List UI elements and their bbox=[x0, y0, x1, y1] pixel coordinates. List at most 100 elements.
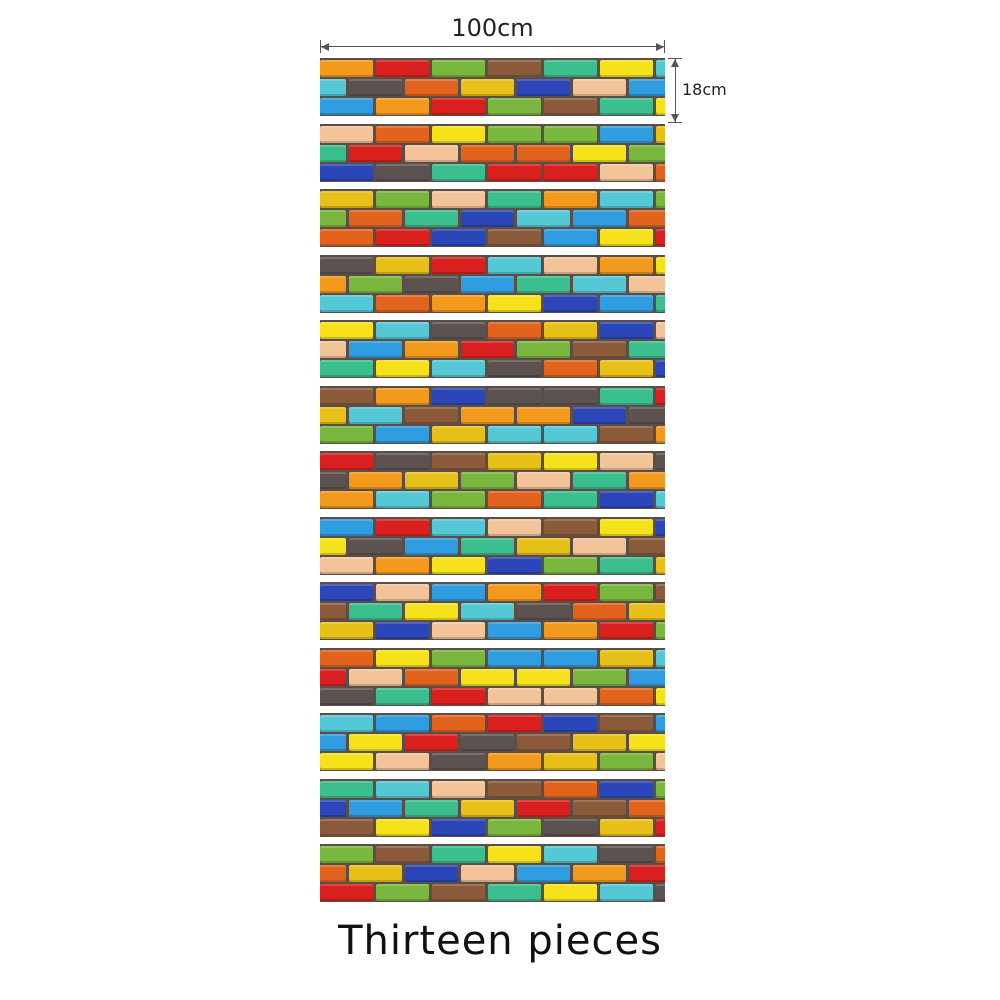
brick bbox=[656, 884, 665, 901]
brick bbox=[432, 753, 485, 770]
brick bbox=[488, 229, 541, 246]
brick bbox=[320, 669, 346, 686]
brick bbox=[544, 650, 597, 667]
height-arrow-up-icon bbox=[671, 59, 679, 67]
brick bbox=[461, 800, 514, 817]
brick bbox=[432, 715, 485, 732]
brick bbox=[432, 884, 485, 901]
brick bbox=[544, 98, 597, 115]
brick bbox=[600, 388, 653, 405]
brick bbox=[376, 322, 429, 339]
brick bbox=[544, 884, 597, 901]
brick bbox=[488, 688, 541, 705]
brick bbox=[405, 538, 458, 555]
brick bbox=[656, 426, 665, 443]
brick bbox=[488, 126, 541, 143]
brick bbox=[656, 60, 665, 77]
brick bbox=[488, 781, 541, 798]
brick bbox=[517, 603, 570, 620]
height-dimension-line bbox=[675, 58, 676, 123]
brick bbox=[517, 669, 570, 686]
brick bbox=[432, 126, 485, 143]
brick bbox=[376, 715, 429, 732]
brick bbox=[405, 276, 458, 293]
brick bbox=[432, 191, 485, 208]
brick bbox=[656, 98, 665, 115]
brick bbox=[573, 865, 626, 882]
brick bbox=[405, 800, 458, 817]
brick bbox=[544, 519, 597, 536]
brick bbox=[656, 295, 665, 312]
brick bbox=[544, 388, 597, 405]
brick bbox=[600, 557, 653, 574]
brick bbox=[656, 126, 665, 143]
brick bbox=[320, 453, 373, 470]
brick bbox=[600, 257, 653, 274]
brick bbox=[320, 603, 346, 620]
brick bbox=[600, 126, 653, 143]
brick bbox=[544, 360, 597, 377]
brick bbox=[600, 781, 653, 798]
brick bbox=[656, 519, 665, 536]
width-dimension-line bbox=[320, 46, 665, 47]
brick bbox=[488, 295, 541, 312]
brick bbox=[488, 257, 541, 274]
brick bbox=[600, 426, 653, 443]
brick bbox=[432, 164, 485, 181]
brick bbox=[488, 753, 541, 770]
brick bbox=[376, 453, 429, 470]
brick bbox=[405, 79, 458, 96]
brick bbox=[488, 557, 541, 574]
brick bbox=[544, 191, 597, 208]
brick bbox=[544, 715, 597, 732]
brick bbox=[320, 276, 346, 293]
brick bbox=[349, 472, 402, 489]
brick bbox=[320, 584, 373, 601]
brick bbox=[376, 491, 429, 508]
brick-sticker-piece bbox=[320, 779, 665, 837]
brick bbox=[376, 360, 429, 377]
brick bbox=[573, 210, 626, 227]
brick bbox=[461, 145, 514, 162]
brick bbox=[320, 753, 373, 770]
brick bbox=[376, 781, 429, 798]
brick-sticker-piece bbox=[320, 713, 665, 771]
brick bbox=[600, 846, 653, 863]
brick bbox=[405, 472, 458, 489]
brick bbox=[573, 276, 626, 293]
brick bbox=[656, 846, 665, 863]
brick bbox=[488, 388, 541, 405]
brick bbox=[656, 715, 665, 732]
brick bbox=[600, 191, 653, 208]
brick bbox=[320, 557, 373, 574]
brick bbox=[656, 650, 665, 667]
brick bbox=[320, 734, 346, 751]
brick bbox=[488, 60, 541, 77]
brick bbox=[629, 341, 665, 358]
brick bbox=[629, 669, 665, 686]
brick bbox=[320, 715, 373, 732]
brick bbox=[405, 603, 458, 620]
brick bbox=[600, 60, 653, 77]
width-arrow-right-icon bbox=[656, 43, 664, 51]
brick bbox=[376, 191, 429, 208]
brick bbox=[517, 734, 570, 751]
brick bbox=[488, 715, 541, 732]
brick bbox=[432, 98, 485, 115]
brick bbox=[432, 846, 485, 863]
brick bbox=[573, 472, 626, 489]
brick bbox=[320, 322, 373, 339]
brick bbox=[656, 688, 665, 705]
brick bbox=[488, 650, 541, 667]
brick bbox=[461, 472, 514, 489]
brick bbox=[320, 407, 346, 424]
brick bbox=[600, 650, 653, 667]
brick-sticker-piece bbox=[320, 582, 665, 640]
brick bbox=[376, 388, 429, 405]
brick bbox=[544, 426, 597, 443]
brick bbox=[432, 688, 485, 705]
brick bbox=[376, 650, 429, 667]
brick bbox=[544, 846, 597, 863]
brick bbox=[656, 388, 665, 405]
brick bbox=[488, 322, 541, 339]
